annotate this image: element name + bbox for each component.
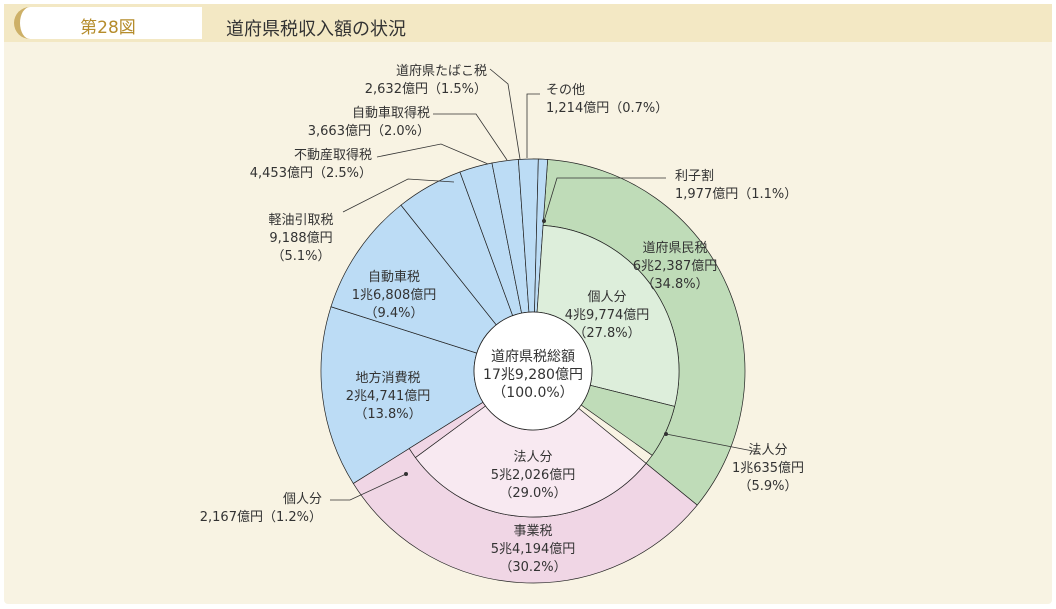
label-houjin-bun-small: （5.9%） xyxy=(738,479,797,494)
label-chiho-shohi-zei: 地方消費税 xyxy=(355,370,420,386)
label-jidosha-shutoku-zei: 3,663億円（2.0%） xyxy=(308,123,430,139)
chart-slices xyxy=(320,158,746,584)
label-houjin-bun-main: （29.0%） xyxy=(499,486,566,501)
label-houjin-bun-main: 法人分 xyxy=(513,450,552,465)
label-kojin-bun-small: 2,167億円（1.2%） xyxy=(200,509,322,525)
figure-header: 第28図 道府県税収入額の状況 xyxy=(4,4,1052,42)
label-keiyu-hikitori-zei: 9,188億円 xyxy=(269,230,332,246)
label-kojin-bun-main: 個人分 xyxy=(587,290,626,305)
leader-dot xyxy=(404,472,408,476)
label-jidosha-zei: 1兆6,808億円 xyxy=(352,287,437,303)
label-jigyozei: 5兆4,194億円 xyxy=(491,541,576,557)
label-keiyu-hikitori-zei: 軽油引取税 xyxy=(268,213,333,228)
label-dofuken-kenminzei: 6兆2,387億円 xyxy=(633,258,718,274)
label-jigyozei: 事業税 xyxy=(513,523,552,539)
label-houjin-bun-main: 5兆2,026億円 xyxy=(491,467,576,483)
label-jidosha-zei: 自動車税 xyxy=(368,270,420,285)
label-sonota: その他 xyxy=(546,83,585,98)
label-kojin-bun-main: 4兆9,774億円 xyxy=(565,307,650,323)
label-jigyozei: （30.2%） xyxy=(499,560,566,575)
leader-line xyxy=(489,68,521,160)
label-sonota: 1,214億円（0.7%） xyxy=(546,100,668,116)
center-total-label: 17兆9,280億円 xyxy=(483,367,583,383)
leader-line xyxy=(543,177,666,222)
leader-dot xyxy=(542,219,546,223)
label-jidosha-shutoku-zei: 自動車取得税 xyxy=(352,105,430,121)
leader-line xyxy=(330,473,407,501)
leader-line xyxy=(433,113,508,161)
label-rishiwari: 利子割 xyxy=(675,168,714,184)
label-tabako-zei: 道府県たばこ税 xyxy=(396,64,487,79)
label-jidosha-zei: （9.4%） xyxy=(364,306,423,321)
label-keiyu-hikitori-zei: （5.1%） xyxy=(271,249,330,264)
leader-line xyxy=(342,178,455,213)
label-tabako-zei: 2,632億円（1.5%） xyxy=(365,81,487,97)
chart-labels: 道府県税総額 17兆9,280億円 （100.0%） 道府県民税 6兆2,387億円 （3… xyxy=(200,64,804,575)
center-hole xyxy=(473,311,593,431)
label-dofuken-kenminzei: （34.8%） xyxy=(641,277,708,292)
chart-leader-lines xyxy=(330,68,759,501)
center-total-label: 道府県税総額 xyxy=(491,349,575,365)
label-dofuken-kenminzei: 道府県民税 xyxy=(642,241,707,256)
label-kojin-bun-main: （27.8%） xyxy=(573,326,640,341)
label-chiho-shohi-zei: 2兆4,741億円 xyxy=(346,388,431,404)
label-chiho-shohi-zei: （13.8%） xyxy=(354,407,421,422)
leader-line xyxy=(665,433,759,453)
label-rishiwari: 1,977億円（1.1%） xyxy=(675,186,797,202)
figure-number: 第28図 xyxy=(80,18,136,38)
leader-dot xyxy=(664,432,668,436)
center-total-label: （100.0%） xyxy=(492,385,573,401)
figure-number-tab: 第28図 xyxy=(14,7,202,39)
label-kojin-bun-small: 個人分 xyxy=(283,492,322,507)
label-houjin-bun-small: 1兆635億円 xyxy=(732,460,804,476)
leader-line xyxy=(526,93,540,158)
label-houjin-bun-small: 法人分 xyxy=(748,443,787,458)
leader-line xyxy=(376,143,489,165)
figure-title: 道府県税収入額の状況 xyxy=(226,19,406,40)
label-fudosan-shutoku-zei: 4,453億円（2.5%） xyxy=(250,165,372,181)
label-fudosan-shutoku-zei: 不動産取得税 xyxy=(294,147,372,163)
